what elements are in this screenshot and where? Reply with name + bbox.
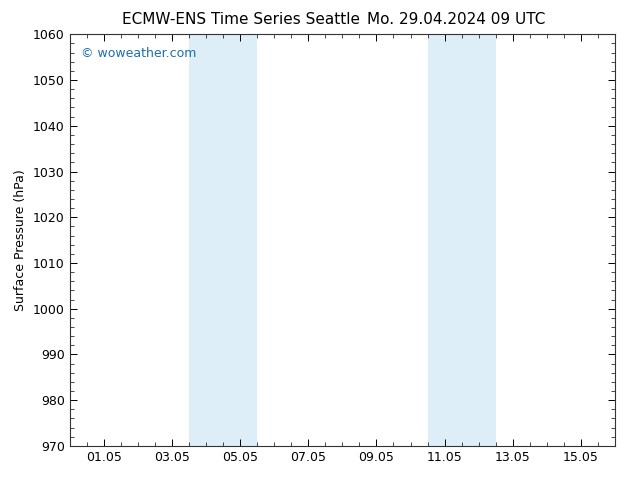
Text: ECMW-ENS Time Series Seattle: ECMW-ENS Time Series Seattle xyxy=(122,12,360,27)
Bar xyxy=(189,34,257,446)
Y-axis label: Surface Pressure (hPa): Surface Pressure (hPa) xyxy=(15,169,27,311)
Bar xyxy=(427,34,496,446)
Text: Mo. 29.04.2024 09 UTC: Mo. 29.04.2024 09 UTC xyxy=(367,12,546,27)
Text: © woweather.com: © woweather.com xyxy=(81,47,196,60)
